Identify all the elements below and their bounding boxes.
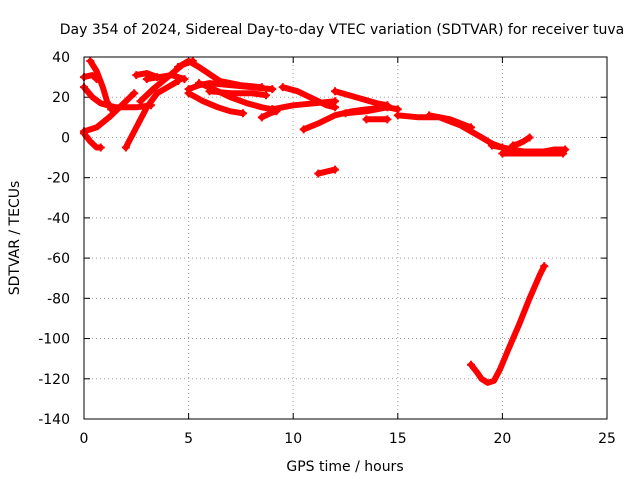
series-point-marker — [96, 143, 105, 152]
series-point-marker — [107, 105, 116, 114]
series-arc-28 — [468, 263, 548, 386]
series-arc-17 — [279, 84, 338, 111]
series-point-marker — [180, 75, 189, 84]
series-point-marker — [268, 85, 277, 94]
series-point-marker — [425, 111, 434, 120]
x-tick-label: 10 — [284, 431, 302, 447]
series-arc-14 — [206, 88, 269, 99]
series-point-marker — [238, 109, 247, 118]
series-point-marker — [498, 149, 507, 158]
y-axis-label: SDTVAR / TECUs — [7, 181, 23, 296]
series-point-marker — [559, 149, 568, 158]
series-arc-24 — [426, 112, 474, 131]
y-tick-label: 40 — [52, 50, 70, 66]
series-point-marker — [341, 109, 350, 118]
series-point-marker — [362, 115, 371, 124]
series-point-marker — [393, 111, 402, 120]
series-point-marker — [278, 83, 287, 92]
y-tick-label: 20 — [52, 90, 70, 106]
series-arc-21 — [342, 104, 401, 117]
y-tick-label: -40 — [47, 211, 70, 227]
series-point-marker — [331, 87, 340, 96]
y-tick-label: -140 — [38, 412, 70, 428]
series-point-marker — [314, 169, 323, 178]
x-tick-label: 5 — [184, 431, 193, 447]
x-axis-label: GPS time / hours — [286, 459, 403, 475]
series-point-marker — [508, 141, 517, 150]
y-tick-label: -20 — [47, 171, 70, 187]
series-point-marker — [331, 103, 340, 112]
series-point-marker — [383, 115, 392, 124]
series-point-marker — [205, 87, 214, 96]
plot-frame — [83, 56, 608, 420]
series-point-marker — [487, 141, 496, 150]
series-arc-06 — [122, 78, 182, 151]
series-point-marker — [184, 89, 193, 98]
x-tick-label: 20 — [493, 431, 511, 447]
y-tick-labels: 40 20 0 -20 -40 -60 -80 -100 -120 -140 — [38, 50, 70, 428]
x-tick-label: 0 — [80, 431, 89, 447]
series-arc-02 — [81, 90, 138, 135]
series-point-marker — [257, 113, 266, 122]
series-point-marker — [540, 262, 549, 271]
y-tick-label: -80 — [47, 291, 70, 307]
series-arc-05 — [87, 58, 115, 113]
y-tick-label: 0 — [61, 130, 70, 146]
series-point-marker — [130, 89, 139, 98]
series-point-marker — [268, 105, 277, 114]
series-arc-27 — [509, 134, 533, 149]
x-tick-label: 15 — [389, 431, 407, 447]
chart-title: Day 354 of 2024, Sidereal Day-to-day VTE… — [60, 22, 624, 38]
y-tick-label: -60 — [47, 251, 70, 267]
series-point-marker — [195, 79, 204, 88]
series-arc-20 — [332, 88, 391, 109]
y-tick-label: -100 — [38, 332, 70, 348]
series-arc-01 — [81, 130, 104, 151]
series-arc-13 — [196, 80, 276, 113]
series-point-marker — [121, 143, 130, 152]
series-arc-12 — [185, 90, 246, 117]
series-arc-09 — [143, 72, 188, 83]
series-arc-11 — [185, 80, 276, 93]
series-point-marker — [262, 91, 271, 100]
series-point-marker — [174, 63, 183, 72]
series-point-marker — [299, 125, 308, 134]
series-point-marker — [331, 165, 340, 174]
data-series — [80, 57, 570, 386]
series-point-marker — [132, 71, 141, 80]
y-tick-label: -120 — [38, 372, 70, 388]
series-point-marker — [142, 75, 151, 84]
series-point-marker — [467, 360, 476, 369]
x-tick-labels: 0 5 10 15 20 25 — [80, 431, 616, 447]
series-point-marker — [136, 97, 145, 106]
series-point-marker — [86, 57, 95, 66]
series-point-marker — [467, 123, 476, 132]
series-point-marker — [525, 133, 534, 142]
x-tick-label: 25 — [598, 431, 616, 447]
